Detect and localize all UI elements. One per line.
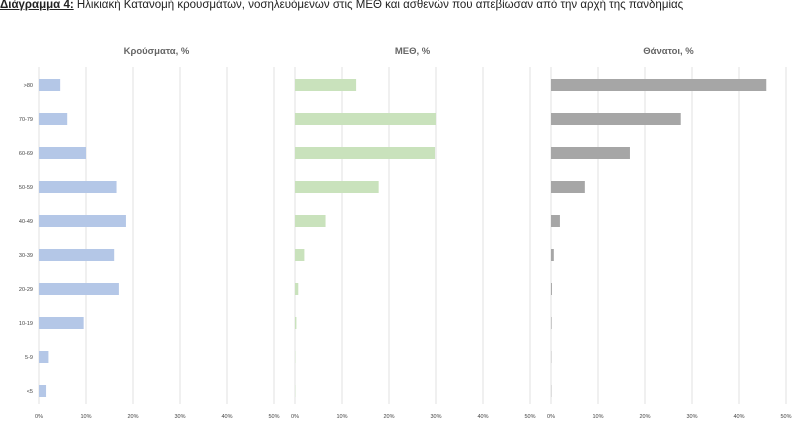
bar — [39, 351, 49, 363]
bar — [295, 181, 379, 193]
bar — [551, 79, 767, 91]
category-label: 70-79 — [19, 117, 33, 123]
x-tick-label: 20% — [639, 414, 650, 420]
x-tick-label: 0% — [35, 414, 43, 420]
bar — [39, 317, 84, 329]
panel-title: Κρούσματα, % — [124, 46, 190, 57]
x-tick-label: 40% — [477, 414, 488, 420]
bar — [295, 113, 436, 125]
x-tick-label: 30% — [686, 414, 697, 420]
x-tick-label: 50% — [268, 414, 279, 420]
bar — [551, 215, 560, 227]
x-tick-label: 10% — [336, 414, 347, 420]
x-tick-label: 0% — [547, 414, 555, 420]
panel-title: ΜΕΘ, % — [395, 46, 431, 57]
bar — [39, 147, 86, 159]
x-tick-label: 10% — [80, 414, 91, 420]
bar — [551, 249, 554, 261]
bar — [551, 181, 585, 193]
category-label: 10-19 — [19, 321, 33, 327]
bar — [551, 283, 552, 295]
x-tick-label: 30% — [174, 414, 185, 420]
category-label: >80 — [24, 83, 33, 89]
bar — [39, 385, 47, 397]
category-label: <5 — [27, 389, 33, 395]
x-tick-label: 10% — [592, 414, 603, 420]
bar — [39, 181, 117, 193]
bar — [295, 215, 326, 227]
x-tick-label: 30% — [430, 414, 441, 420]
category-label: 5-9 — [25, 355, 33, 361]
bar — [295, 283, 299, 295]
x-tick-label: 40% — [221, 414, 232, 420]
category-label: 20-29 — [19, 287, 33, 293]
bar — [39, 113, 68, 125]
figure-label: Διάγραμμα 4: — [0, 0, 74, 11]
x-tick-label: 20% — [383, 414, 394, 420]
bar — [39, 283, 119, 295]
bar — [295, 249, 305, 261]
x-tick-label: 0% — [291, 414, 299, 420]
x-tick-label: 50% — [780, 414, 791, 420]
x-tick-label: 40% — [733, 414, 744, 420]
x-tick-label: 50% — [524, 414, 535, 420]
bar — [39, 79, 61, 91]
bar — [39, 215, 126, 227]
figure-title: Διάγραμμα 4: Ηλικιακή Κατανομή κρουσμάτω… — [0, 0, 802, 13]
category-label: 60-69 — [19, 151, 33, 157]
bar — [551, 147, 630, 159]
bar — [551, 113, 681, 125]
category-label: 40-49 — [19, 219, 33, 225]
bar — [39, 249, 115, 261]
bar — [295, 147, 436, 159]
bar — [551, 317, 552, 329]
x-tick-label: 20% — [127, 414, 138, 420]
bar — [295, 79, 357, 91]
panel-title: Θάνατοι, % — [643, 46, 694, 57]
category-label: 30-39 — [19, 253, 33, 259]
figure-caption: Ηλικιακή Κατανομή κρουσμάτων, νοσηλευόμε… — [76, 0, 684, 11]
category-label: 50-59 — [19, 185, 33, 191]
bar — [295, 317, 297, 329]
